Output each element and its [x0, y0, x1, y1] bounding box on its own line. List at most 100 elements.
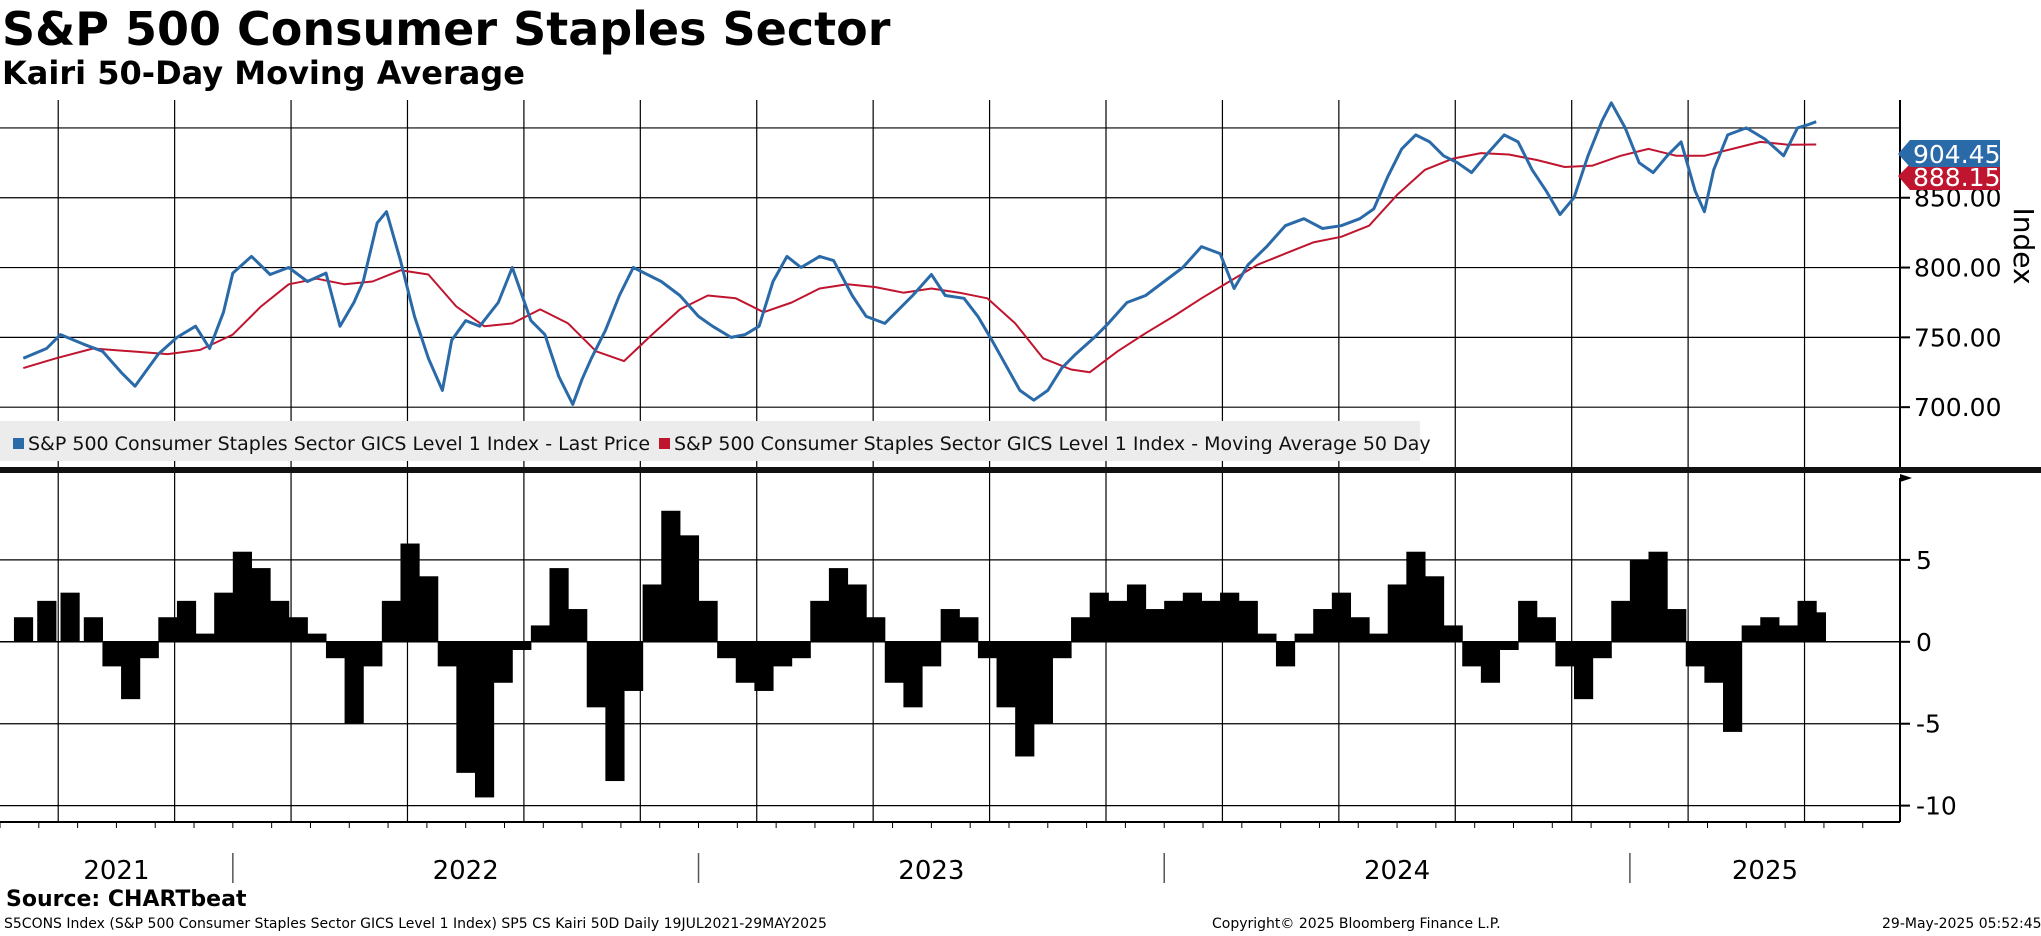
- kairi-bar: [214, 592, 234, 642]
- legend-label-price: S&P 500 Consumer Staples Sector GICS Lev…: [28, 433, 650, 455]
- kairi-bar: [13, 617, 34, 642]
- kairi-bar: [1704, 641, 1724, 683]
- kairi-bar: [195, 633, 215, 642]
- kairi-bar: [847, 584, 867, 642]
- kairi-bar: [530, 625, 551, 642]
- kairi-bar: [679, 535, 700, 642]
- kairi-bar: [791, 641, 811, 659]
- kairi-bar: [1126, 584, 1147, 642]
- kairi-bar: [270, 600, 290, 642]
- kairi-bar: [828, 568, 849, 642]
- kairi-bar: [1741, 625, 1761, 642]
- kairi-bar: [1611, 600, 1631, 642]
- kairi-bar: [37, 600, 57, 642]
- kairi-bar: [60, 592, 80, 642]
- kairi-bar: [717, 641, 737, 659]
- y-tick-label-kairi: 5: [1916, 546, 1932, 575]
- kairi-bar: [810, 600, 830, 642]
- kairi-bar: [344, 641, 364, 724]
- kairi-bar: [1592, 641, 1612, 659]
- y-tick-label-price: 700.00: [1914, 393, 2001, 422]
- kairi-bar: [1406, 551, 1426, 642]
- kairi-bar: [419, 576, 439, 642]
- kairi-bar: [661, 510, 681, 642]
- kairi-bar: [381, 600, 402, 642]
- kairi-bar: [1518, 600, 1538, 642]
- kairi-bar: [1573, 641, 1594, 700]
- kairi-bar: [735, 641, 755, 683]
- panel-separator: [0, 467, 2041, 473]
- kairi-panel: [13, 510, 1827, 798]
- kairi-bar: [1369, 633, 1389, 642]
- kairi-bar: [1760, 617, 1780, 642]
- kairi-bar: [1294, 633, 1314, 642]
- x-year-label: 2023: [898, 856, 964, 886]
- kairi-bar: [940, 609, 960, 642]
- kairi-bar: [866, 617, 886, 642]
- kairi-bar: [959, 617, 979, 642]
- kairi-axis-arrow: [1900, 474, 1912, 482]
- kairi-bar: [1089, 592, 1109, 642]
- kairi-bar: [1499, 641, 1519, 650]
- kairi-bar: [512, 641, 532, 650]
- kairi-bar: [773, 641, 793, 667]
- kairi-bar: [307, 633, 327, 642]
- kairi-bar: [1555, 641, 1575, 667]
- kairi-bar: [698, 600, 718, 642]
- kairi-bar: [1331, 592, 1352, 642]
- kairi-bar: [1220, 592, 1240, 642]
- kairi-bar: [568, 609, 588, 642]
- x-year-label: 2025: [1732, 856, 1798, 886]
- kairi-bar: [288, 617, 308, 642]
- kairi-bar: [176, 600, 197, 642]
- kairi-bar: [1648, 551, 1668, 642]
- source-label: Source: CHARTbeat: [6, 887, 247, 912]
- kairi-bar: [1685, 641, 1705, 667]
- kairi-bar: [474, 641, 495, 798]
- kairi-bar: [1238, 600, 1258, 642]
- kairi-bar: [1667, 609, 1687, 642]
- kairi-bar: [1629, 559, 1650, 642]
- price-panel: [22, 101, 1817, 406]
- kairi-bar: [1443, 625, 1463, 642]
- kairi-bar: [549, 568, 569, 642]
- value-badges: 888.15 904.45: [1898, 140, 2000, 192]
- x-year-label: 2022: [433, 856, 499, 886]
- y-tick-label-kairi: 0: [1916, 628, 1932, 657]
- price-badge-value: 904.45: [1913, 140, 2000, 169]
- copyright: Copyright© 2025 Bloomberg Finance L.P.: [1212, 916, 1501, 932]
- chart-title: S&P 500 Consumer Staples Sector: [2, 2, 891, 56]
- kairi-bar: [102, 641, 122, 667]
- kairi-bar: [1108, 600, 1128, 642]
- y-tick-label-kairi: -10: [1916, 792, 1957, 821]
- x-year-label: 2024: [1364, 856, 1430, 886]
- kairi-bar: [1480, 641, 1501, 683]
- kairi-bar: [1536, 617, 1556, 642]
- kairi-bar: [1806, 612, 1827, 642]
- kairi-bar: [456, 641, 476, 773]
- kairi-bar: [1462, 641, 1482, 667]
- kairi-bar: [586, 641, 606, 708]
- legend-swatch-ma: [659, 438, 670, 449]
- x-year-label: 2021: [83, 856, 149, 886]
- kairi-bar: [325, 641, 346, 659]
- kairi-bar: [1145, 609, 1165, 642]
- legend[interactable]: S&P 500 Consumer Staples Sector GICS Lev…: [0, 421, 1431, 461]
- price-badge: [1898, 140, 2000, 167]
- kairi-bar: [1275, 641, 1296, 667]
- kairi-bar: [1164, 600, 1184, 642]
- kairi-bar: [400, 543, 420, 642]
- kairi-bar: [903, 641, 923, 708]
- kairi-bar: [493, 641, 513, 683]
- kairi-bar: [996, 641, 1016, 708]
- series-line-ma-50d: [23, 140, 1817, 374]
- timestamp: 29-May-2025 05:52:45: [1882, 916, 2041, 932]
- kairi-bar: [1257, 633, 1277, 642]
- kairi-bar: [605, 641, 625, 782]
- ticker-line: S5CONS Index (S&P 500 Consumer Staples S…: [4, 916, 827, 932]
- kairi-bar: [642, 584, 662, 642]
- kairi-bar: [83, 617, 103, 642]
- kairi-bar: [251, 568, 271, 642]
- y-axis-title: Index: [2007, 207, 2040, 284]
